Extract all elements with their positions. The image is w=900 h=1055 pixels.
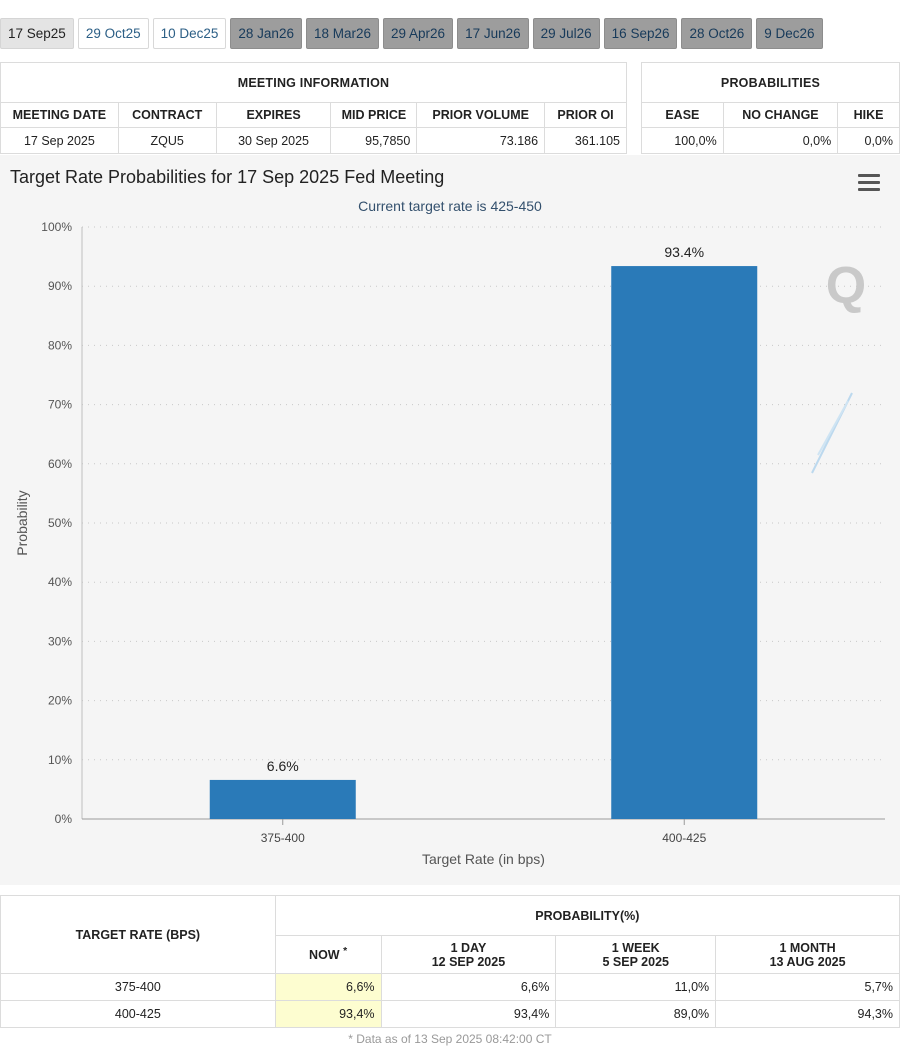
chart-menu-icon[interactable] <box>858 174 880 192</box>
x-tick-label: 400-425 <box>662 831 706 845</box>
month-cell: 5,7% <box>715 973 900 1001</box>
meeting-tab[interactable]: 10 Dec25 <box>152 18 227 49</box>
meeting-tab[interactable]: 28 Jan26 <box>230 18 302 49</box>
col-hike: HIKE <box>837 102 900 128</box>
prior-volume-value: 73.186 <box>416 127 546 154</box>
probability-header: PROBABILITY(%) <box>274 895 900 936</box>
y-tick-label: 70% <box>48 398 72 412</box>
expires-value: 30 Sep 2025 <box>215 127 332 154</box>
y-tick-label: 90% <box>48 279 72 293</box>
table-row: 375-400 6,6% 6,6% 11,0% 5,7% <box>0 973 900 1001</box>
meeting-tab[interactable]: 17 Jun26 <box>457 18 529 49</box>
col-1-week: 1 WEEK 5 SEP 2025 <box>555 935 717 974</box>
meeting-tab[interactable]: 16 Sep26 <box>603 18 678 49</box>
target-rate-header: TARGET RATE (BPS) <box>0 895 276 974</box>
chart-title: Target Rate Probabilities for 17 Sep 202… <box>10 167 445 187</box>
bar <box>611 266 758 819</box>
meeting-date-value: 17 Sep 2025 <box>0 127 119 154</box>
x-axis-title: Target Rate (in bps) <box>422 851 545 867</box>
y-tick-label: 40% <box>48 575 72 589</box>
day-cell: 6,6% <box>380 973 557 1001</box>
month-cell: 94,3% <box>715 1000 900 1028</box>
y-tick-label: 80% <box>48 338 72 352</box>
meeting-tabs: 17 Sep25 29 Oct25 10 Dec25 28 Jan26 18 Mar26… <box>0 18 823 50</box>
meeting-info-table: MEETING INFORMATION MEETING DATE CONTRAC… <box>0 62 627 154</box>
meeting-tab[interactable]: 17 Sep25 <box>0 18 74 49</box>
meeting-tab[interactable]: 28 Oct26 <box>681 18 753 49</box>
meeting-info-title: MEETING INFORMATION <box>0 62 627 103</box>
meeting-tab[interactable]: 29 Oct25 <box>77 18 149 49</box>
col-mid-price: MID PRICE <box>330 102 418 128</box>
data-label: 6.6% <box>267 758 299 774</box>
col-meeting-date: MEETING DATE <box>0 102 119 128</box>
y-tick-label: 100% <box>41 220 72 234</box>
col-prior-volume: PRIOR VOLUME <box>416 102 546 128</box>
table-row: 400-425 93,4% 93,4% 89,0% 94,3% <box>0 1000 900 1028</box>
bar-chart: Q 0% 10% 20% 30% 40% 50% 60% 70% 80% 90% 100% 6.6% 3… <box>14 220 885 867</box>
watermark-logo: Q <box>811 257 866 474</box>
chart-panel: Target Rate Probabilities for 17 Sep 202… <box>0 155 900 885</box>
y-tick-label: 10% <box>48 753 72 767</box>
meeting-tab[interactable]: 18 Mar26 <box>305 18 380 49</box>
col-1-day: 1 DAY 12 SEP 2025 <box>380 935 557 974</box>
meeting-tab[interactable]: 9 Dec26 <box>756 18 823 49</box>
meeting-tab[interactable]: 29 Apr26 <box>383 18 454 49</box>
chart-subtitle: Current target rate is 425-450 <box>358 198 542 214</box>
day-cell: 93,4% <box>380 1000 557 1028</box>
prior-oi-value: 361.105 <box>544 127 627 154</box>
hike-value: 0,0% <box>837 127 900 154</box>
col-ease: EASE <box>641 102 724 128</box>
probability-history-table: TARGET RATE (BPS) PROBABILITY(%) NOW * 1… <box>0 895 900 1028</box>
now-cell: 93,4% <box>274 1000 382 1028</box>
meeting-tab[interactable]: 29 Jul26 <box>532 18 600 49</box>
rate-cell: 375-400 <box>0 973 276 1001</box>
y-tick-label: 0% <box>55 812 73 826</box>
data-timestamp-note: * Data as of 13 Sep 2025 08:42:00 CT <box>348 1032 552 1046</box>
week-cell: 89,0% <box>555 1000 717 1028</box>
watermark-letter: Q <box>826 257 866 315</box>
y-tick-label: 60% <box>48 457 72 471</box>
now-cell: 6,6% <box>274 973 382 1001</box>
y-tick-label: 30% <box>48 634 72 648</box>
y-tick-label: 50% <box>48 516 72 530</box>
col-no-change: NO CHANGE <box>722 102 839 128</box>
x-tick-label: 375-400 <box>261 831 305 845</box>
col-expires: EXPIRES <box>215 102 332 128</box>
now-footnote-mark: * <box>343 946 348 958</box>
y-tick-label: 20% <box>48 694 72 708</box>
y-axis-title: Probability <box>14 490 30 555</box>
col-contract: CONTRACT <box>117 102 217 128</box>
data-label: 93.4% <box>664 244 704 260</box>
ease-value: 100,0% <box>641 127 724 154</box>
week-cell: 11,0% <box>555 973 717 1001</box>
contract-value: ZQU5 <box>117 127 217 154</box>
bar <box>209 779 356 819</box>
no-change-value: 0,0% <box>722 127 839 154</box>
probabilities-table: PROBABILITIES EASE NO CHANGE HIKE 100,0%… <box>641 62 900 154</box>
probabilities-title: PROBABILITIES <box>641 62 900 103</box>
col-now: NOW * <box>274 935 382 974</box>
mid-price-value: 95,7850 <box>330 127 418 154</box>
col-1-month: 1 MONTH 13 AUG 2025 <box>715 935 900 974</box>
rate-cell: 400-425 <box>0 1000 276 1028</box>
col-prior-oi: PRIOR OI <box>544 102 627 128</box>
